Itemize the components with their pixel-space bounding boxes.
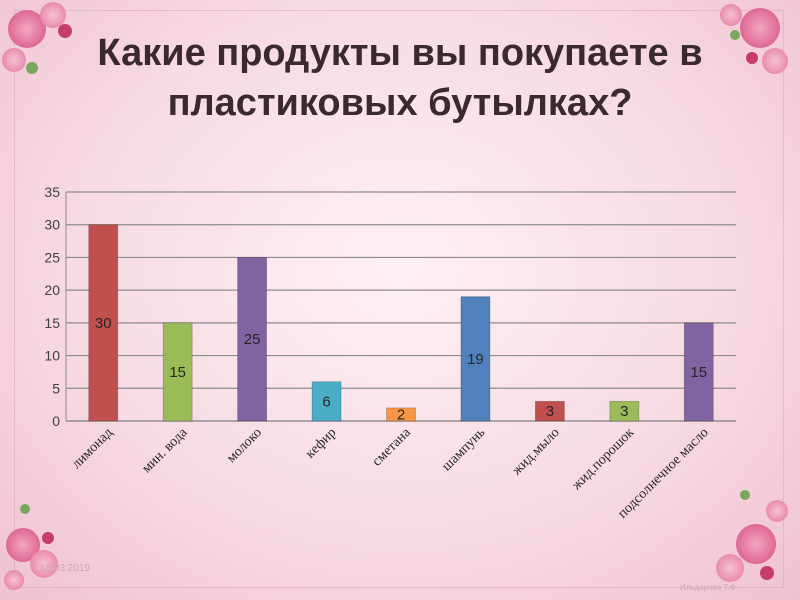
data-label: 30 (95, 315, 112, 332)
footer-date: 10.03.2019 (40, 563, 91, 574)
x-tick-label: шампунь (439, 425, 488, 474)
x-tick-label: жид.порошок (569, 425, 638, 494)
y-tick-label: 25 (44, 249, 60, 265)
y-tick-label: 20 (44, 282, 60, 298)
data-label: 2 (397, 406, 405, 423)
bar (237, 257, 268, 422)
data-label: 15 (169, 364, 186, 381)
footer-author: Ильдарова Т.Ф. (680, 583, 738, 592)
rose-bouquet-icon (0, 0, 110, 110)
rose-bouquet-icon (700, 470, 800, 600)
bar (460, 296, 491, 422)
x-tick-label: кефир (303, 425, 339, 461)
bar (534, 400, 565, 422)
y-tick-label: 30 (44, 217, 60, 233)
data-label: 19 (467, 351, 484, 368)
data-label: 3 (546, 403, 554, 420)
x-tick-label: мин. вода (139, 425, 191, 477)
y-tick-label: 10 (44, 348, 60, 364)
data-label: 25 (244, 331, 261, 348)
data-label: 15 (690, 364, 707, 381)
bar (609, 400, 640, 422)
rose-bouquet-icon (700, 0, 800, 110)
x-tick-label: сметана (370, 425, 415, 470)
bar (162, 322, 193, 422)
data-label: 6 (322, 393, 330, 410)
x-tick-label: молоко (224, 425, 265, 466)
data-label: 3 (620, 403, 628, 420)
bar (386, 407, 416, 422)
rose-bouquet-icon (0, 480, 90, 600)
x-tick-label: лимонад (69, 425, 116, 472)
x-tick-label: жид.мыло (509, 425, 563, 479)
bar (311, 381, 342, 422)
bar (683, 322, 714, 422)
y-tick-label: 0 (52, 413, 60, 429)
y-tick-label: 5 (52, 380, 60, 396)
y-tick-label: 35 (44, 184, 60, 200)
slide-title: Какие продукты вы покупаете в пластиковы… (97, 32, 703, 124)
y-tick-label: 15 (44, 315, 60, 331)
bar (88, 224, 119, 422)
slide-frame (14, 10, 784, 588)
